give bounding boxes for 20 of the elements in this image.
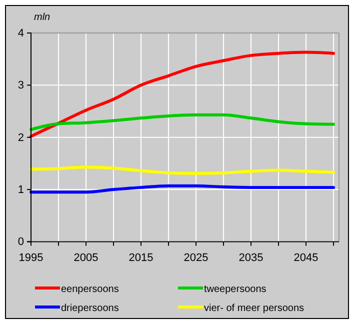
x-tick-label: 2025 (184, 252, 208, 264)
line-series (30, 166, 335, 175)
y-tick-label: 1 (18, 184, 24, 196)
x-tick-label: 1995 (18, 252, 44, 264)
y-tick-label: 2 (18, 132, 24, 144)
y-tick-label: 3 (18, 80, 24, 92)
x-tick-label: 2005 (74, 252, 98, 264)
x-tick-label: 2045 (294, 252, 318, 264)
line-series (30, 113, 335, 132)
legend-label: tweepersoons (204, 284, 266, 295)
x-tick-label: 2015 (128, 252, 154, 264)
legend-label: vier- of meer persoons (204, 303, 304, 314)
line-series (30, 50, 335, 138)
y-tick-label: 0 (18, 236, 24, 248)
y-tick-label: 4 (18, 28, 24, 40)
legend-label: driepersoons (61, 303, 119, 314)
y-axis-title: mln (34, 12, 51, 23)
x-tick-label: 2035 (238, 252, 264, 264)
legend-label: eenpersoons (61, 284, 119, 295)
line-series (30, 184, 335, 194)
